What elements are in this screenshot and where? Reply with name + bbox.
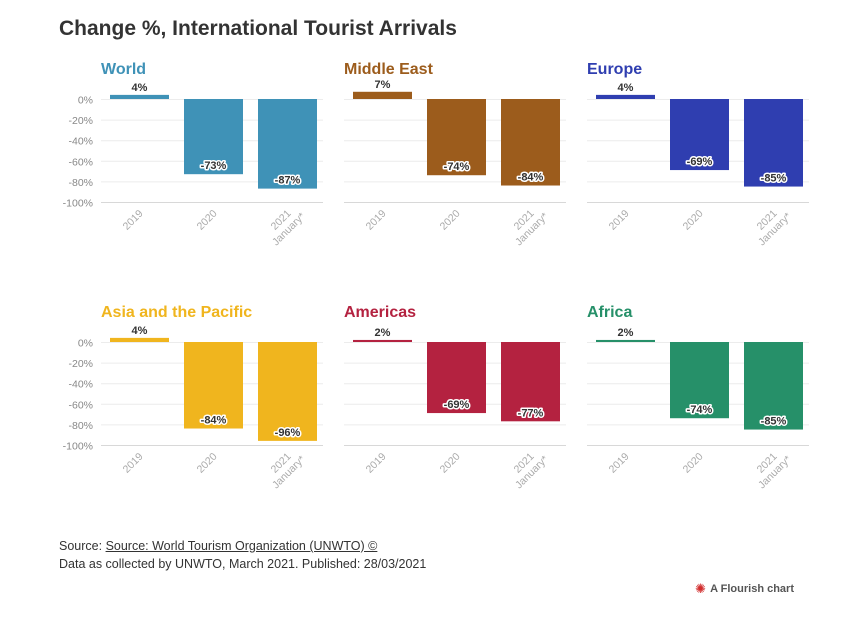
panel-title-world: World: [101, 61, 146, 78]
bar-europe-2021-january: [744, 99, 803, 187]
x-tick-label-asia-and-the-pacific-2020: 2020: [195, 451, 220, 476]
x-tick-label-africa-2021-january: 2021January*: [747, 445, 793, 491]
x-tick-label-europe-2021-january: 2021January*: [747, 202, 793, 248]
y-tick-label-world-80: -80%: [68, 177, 93, 189]
data-label-africa-2019: 2%: [618, 327, 634, 339]
x-tick-label-europe-2019: 2019: [607, 208, 632, 233]
source-line: Source: Source: World Tourism Organizati…: [59, 537, 426, 555]
x-tick-label-americas-2019: 2019: [364, 451, 389, 476]
y-tick-label-world-20: -20%: [68, 115, 93, 127]
data-label-europe-2019: 4%: [618, 82, 634, 94]
x-tick-label-middle-east-2019: 2019: [364, 208, 389, 233]
bar-europe-2019: [596, 94, 655, 99]
x-tick-label-europe-2020: 2020: [681, 208, 706, 233]
panel-title-americas: Americas: [344, 304, 416, 321]
bar-americas-2019: [353, 339, 412, 342]
data-label-asia-and-the-pacific-2021-january: -96%: [275, 427, 301, 439]
data-label-europe-2021-january: -85%: [761, 173, 787, 185]
x-tick-label-world-2019: 2019: [121, 208, 146, 233]
data-label-europe-2020: -69%: [687, 156, 713, 168]
data-label-americas-2021-january: -77%: [518, 407, 544, 419]
bar-world-2021-january: [258, 99, 317, 189]
x-tick-label-asia-and-the-pacific-2021-january: 2021January*: [261, 445, 307, 491]
flourish-logo-icon: ✺: [695, 581, 707, 596]
bar-africa-2021-january: [744, 342, 803, 430]
data-label-asia-and-the-pacific-2019: 4%: [132, 325, 148, 337]
bar-middle-east-2021-january: [501, 99, 560, 186]
data-collection-note: Data as collected by UNWTO, March 2021. …: [59, 557, 427, 571]
source-note: Source: Source: World Tourism Organizati…: [59, 537, 426, 573]
x-tick-label-middle-east-2021-january: 2021January*: [504, 202, 550, 248]
data-label-world-2020: -73%: [201, 160, 227, 172]
x-tick-label-world-2021-january: 2021January*: [261, 202, 307, 248]
data-label-world-2021-january: -87%: [275, 175, 301, 187]
bar-world-2019: [110, 94, 169, 99]
data-label-africa-2021-january: -85%: [761, 416, 787, 428]
bar-americas-2021-january: [501, 342, 560, 422]
y-tick-label-asia-and-the-pacific-20: -20%: [68, 358, 93, 370]
source-link[interactable]: Source: World Tourism Organization (UNWT…: [105, 539, 378, 553]
data-label-africa-2020: -74%: [687, 404, 713, 416]
bar-asia-and-the-pacific-2021-january: [258, 342, 317, 441]
data-label-americas-2020: -69%: [444, 399, 470, 411]
y-tick-label-asia-and-the-pacific-80: -80%: [68, 420, 93, 432]
bar-europe-2020: [670, 99, 729, 171]
y-tick-label-world-40: -40%: [68, 136, 93, 148]
bar-americas-2020: [427, 342, 486, 414]
panel-title-africa: Africa: [587, 304, 632, 321]
x-tick-label-world-2020: 2020: [195, 208, 220, 233]
panel-title-europe: Europe: [587, 61, 642, 78]
x-tick-label-africa-2020: 2020: [681, 451, 706, 476]
bar-asia-and-the-pacific-2020: [184, 342, 243, 429]
x-tick-label-middle-east-2020: 2020: [438, 208, 463, 233]
panel-title-middle-east: Middle East: [344, 61, 434, 78]
chart-title: Change %, International Tourist Arrivals: [59, 17, 457, 40]
bar-africa-2019: [596, 339, 655, 342]
x-tick-label-americas-2020: 2020: [438, 451, 463, 476]
flourish-credit[interactable]: ✺ A Flourish chart: [695, 581, 794, 597]
source-prefix: Source:: [59, 539, 106, 553]
data-label-americas-2019: 2%: [375, 327, 391, 339]
y-tick-label-world-100: -100%: [63, 198, 93, 210]
y-tick-label-world-60: -60%: [68, 156, 93, 168]
y-tick-label-asia-and-the-pacific-100: -100%: [63, 441, 93, 453]
bar-asia-and-the-pacific-2019: [110, 337, 169, 342]
bar-middle-east-2020: [427, 99, 486, 176]
x-tick-label-americas-2021-january: 2021January*: [504, 445, 550, 491]
bar-world-2020: [184, 99, 243, 175]
bar-middle-east-2019: [353, 91, 412, 99]
y-tick-label-world-0: 0%: [78, 95, 93, 107]
y-tick-label-asia-and-the-pacific-40: -40%: [68, 379, 93, 391]
x-tick-label-africa-2019: 2019: [607, 451, 632, 476]
bar-africa-2020: [670, 342, 729, 419]
data-label-middle-east-2019: 7%: [375, 79, 391, 91]
panel-title-asia-and-the-pacific: Asia and the Pacific: [101, 304, 252, 321]
data-label-asia-and-the-pacific-2020: -84%: [201, 415, 227, 427]
credit-text: A Flourish chart: [710, 583, 794, 595]
data-label-middle-east-2020: -74%: [444, 161, 470, 173]
y-tick-label-asia-and-the-pacific-60: -60%: [68, 399, 93, 411]
y-tick-label-asia-and-the-pacific-0: 0%: [78, 338, 93, 350]
data-label-middle-east-2021-january: -84%: [518, 172, 544, 184]
small-multiples-chart: World 0% -20% -40% -60% -80% -100% 4% 2019 -73% 20…: [63, 61, 809, 491]
x-tick-label-asia-and-the-pacific-2019: 2019: [121, 451, 146, 476]
data-label-world-2019: 4%: [132, 82, 148, 94]
